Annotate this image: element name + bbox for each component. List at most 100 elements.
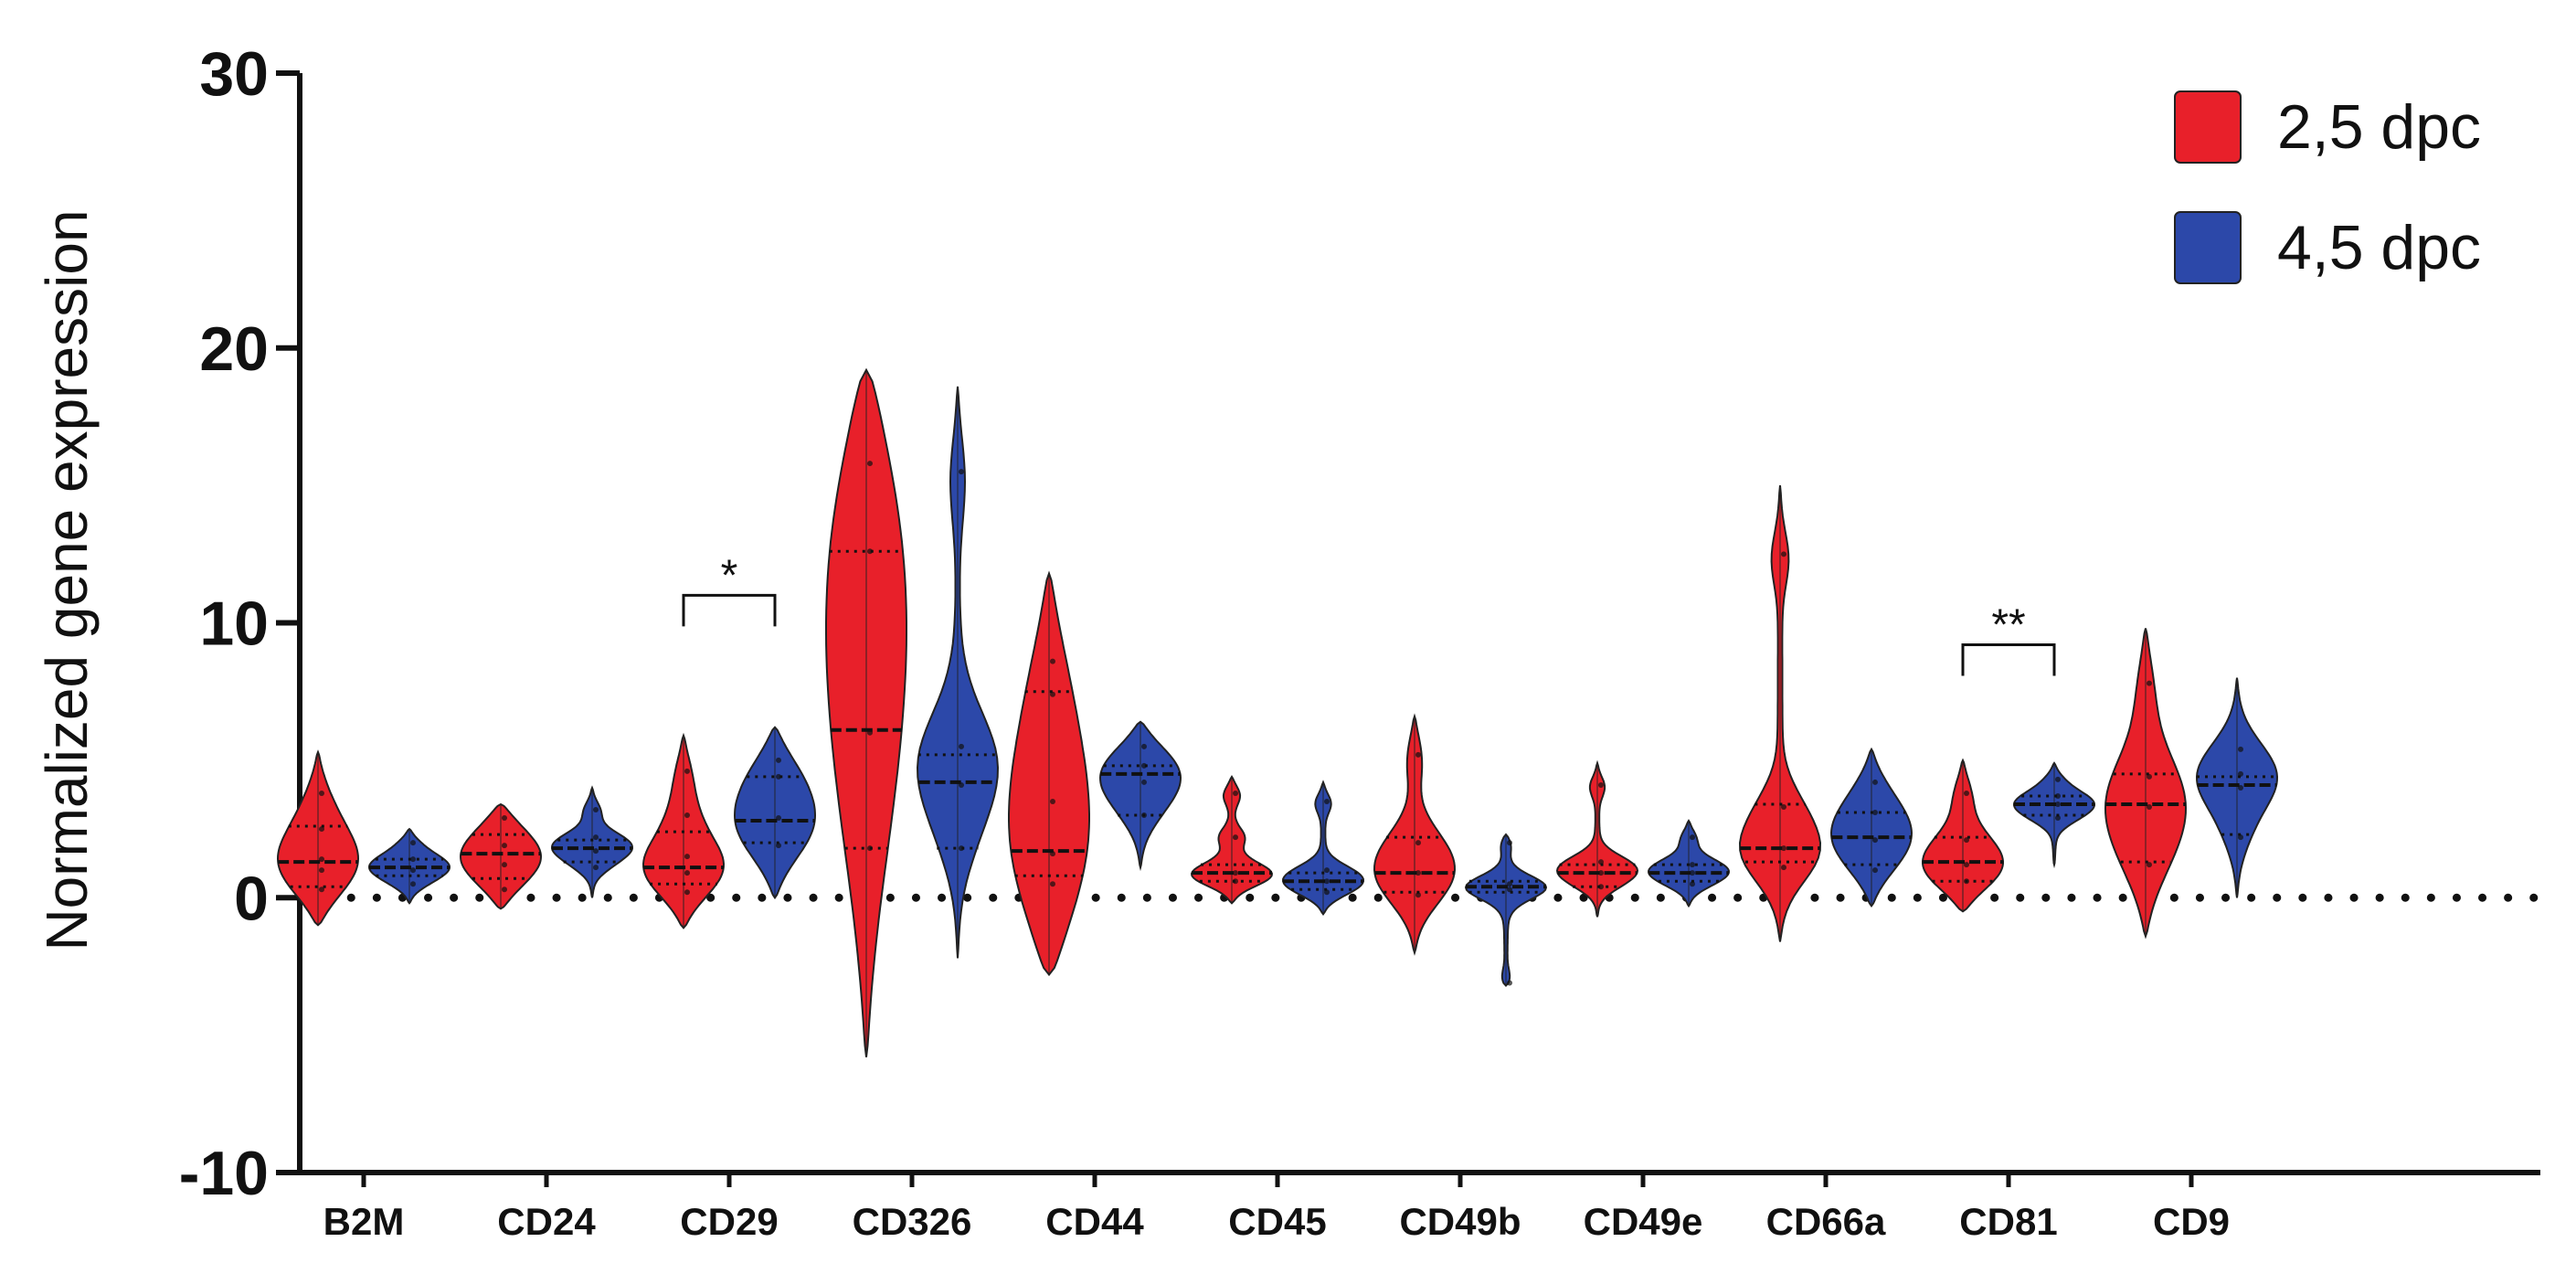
data-point xyxy=(1964,878,1969,885)
data-point xyxy=(1324,878,1330,885)
data-point xyxy=(1872,867,1878,874)
violin-b2m-series1 xyxy=(276,749,360,927)
data-point xyxy=(1507,980,1512,986)
violin-cd49b-series2 xyxy=(1464,833,1548,987)
data-point xyxy=(502,886,507,893)
violin-cd49b-series1 xyxy=(1373,713,1457,956)
data-point xyxy=(1781,865,1786,871)
data-point xyxy=(1415,840,1421,846)
violin-cd45-series1 xyxy=(1190,774,1274,905)
data-point xyxy=(1964,862,1969,868)
data-point xyxy=(1872,837,1878,844)
data-point xyxy=(319,886,324,893)
data-point xyxy=(593,807,599,813)
data-point xyxy=(319,867,324,874)
data-point xyxy=(2055,801,2061,807)
bracket-line xyxy=(1961,643,2056,676)
axes: -10 0 10 20 30 B2M CD24 CD29 CD326 CD44 CD45 CD49b C… xyxy=(179,39,2545,1243)
data-point xyxy=(593,848,599,855)
data-point xyxy=(1415,892,1421,898)
bracket-line xyxy=(682,593,777,627)
legend-swatch xyxy=(2174,211,2242,284)
data-point xyxy=(1598,884,1604,890)
significance-marker: ** xyxy=(1991,601,2025,650)
data-point xyxy=(1964,837,1969,844)
data-point xyxy=(2147,862,2152,868)
data-point xyxy=(1598,870,1604,876)
data-point xyxy=(2238,784,2243,791)
data-point xyxy=(1141,812,1147,819)
data-point xyxy=(684,768,690,774)
violin-cd29-series2 xyxy=(733,726,817,900)
x-tick-label: CD9 xyxy=(2153,1200,2230,1243)
data-point xyxy=(1050,798,1055,804)
data-point xyxy=(684,870,690,876)
violin-cd49e-series2 xyxy=(1647,819,1731,908)
data-point xyxy=(502,843,507,849)
data-point xyxy=(2055,815,2061,822)
data-point xyxy=(1233,878,1238,885)
data-point xyxy=(2147,680,2152,686)
y-tick-label: 20 xyxy=(199,314,269,384)
data-point xyxy=(2238,834,2243,841)
data-point xyxy=(2147,773,2152,780)
violin-cd9-series2 xyxy=(2195,677,2279,898)
y-tick-label: 10 xyxy=(199,589,269,659)
data-point xyxy=(1690,834,1695,841)
data-point xyxy=(684,854,690,860)
data-point xyxy=(1050,851,1055,857)
data-point xyxy=(502,815,507,822)
data-point xyxy=(1781,845,1786,852)
violin-cd66a-series2 xyxy=(1829,747,1913,908)
y-tick-label: -10 xyxy=(179,1139,269,1208)
violin-cd326-series1 xyxy=(825,367,907,1057)
data-point xyxy=(1233,870,1238,876)
y-tick-label: 0 xyxy=(234,864,269,933)
violin-b2m-series2 xyxy=(367,827,451,905)
data-point xyxy=(502,862,507,868)
y-axis-label: Normalized gene expression xyxy=(34,209,100,950)
data-point xyxy=(2147,804,2152,811)
data-point xyxy=(776,843,781,849)
y-tick-label: 30 xyxy=(199,39,269,109)
data-point xyxy=(867,548,873,555)
data-point xyxy=(410,881,416,887)
data-point xyxy=(1233,790,1238,796)
data-point xyxy=(776,773,781,780)
data-point xyxy=(2238,746,2243,752)
data-point xyxy=(867,461,873,467)
data-point xyxy=(2055,776,2061,782)
x-tick-label: CD49b xyxy=(1399,1200,1521,1243)
legend-label: 2,5 dpc xyxy=(2277,92,2481,162)
data-point xyxy=(959,845,964,852)
violin-cd45-series2 xyxy=(1281,780,1365,917)
data-point xyxy=(1141,762,1147,769)
data-point xyxy=(593,834,599,841)
data-point xyxy=(319,790,324,796)
data-point xyxy=(1964,790,1969,796)
data-point xyxy=(1872,810,1878,816)
data-point xyxy=(1415,870,1421,876)
x-tick-label: CD29 xyxy=(680,1200,778,1243)
x-tick-label: CD24 xyxy=(497,1200,596,1243)
data-point xyxy=(1050,658,1055,664)
violin-cd24-series2 xyxy=(550,785,634,898)
data-point xyxy=(319,856,324,863)
data-point xyxy=(1507,881,1512,887)
data-point xyxy=(684,889,690,896)
data-point xyxy=(1598,781,1604,788)
data-point xyxy=(410,856,416,863)
data-point xyxy=(1415,751,1421,758)
violin-cd24-series1 xyxy=(459,802,543,910)
violin-cd81-series2 xyxy=(2013,761,2095,869)
violin-cd326-series2 xyxy=(916,386,1000,959)
data-point xyxy=(1141,743,1147,749)
x-tick-label: CD44 xyxy=(1045,1200,1144,1243)
violin-cd29-series1 xyxy=(641,732,726,929)
data-point xyxy=(1324,798,1330,804)
data-point xyxy=(959,469,964,475)
x-tick-label: CD49e xyxy=(1584,1200,1703,1243)
legend: 2,5 dpc 4,5 dpc xyxy=(2174,90,2481,284)
data-point xyxy=(1690,870,1695,876)
